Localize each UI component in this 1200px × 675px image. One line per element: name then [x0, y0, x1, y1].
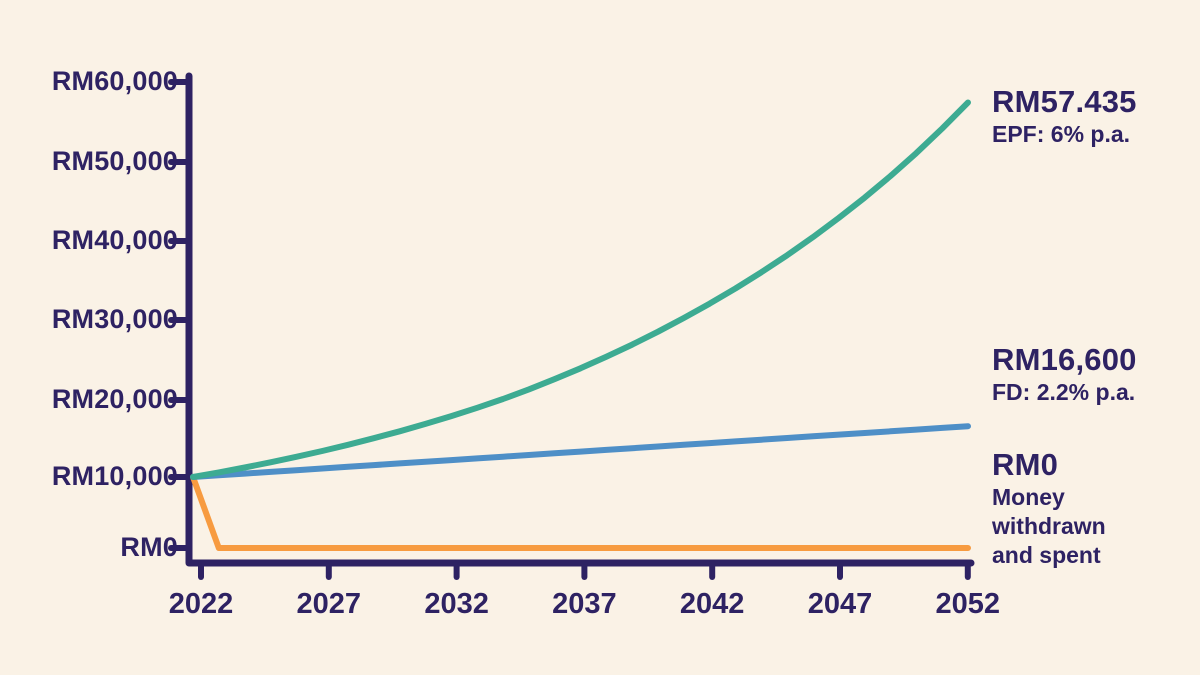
- y-tick-label: RM30,000: [51, 303, 178, 334]
- series-end-value: RM57.435: [992, 84, 1137, 119]
- series-end-value: RM0: [992, 447, 1059, 482]
- x-tick-label: 2032: [424, 588, 489, 620]
- x-tick-label: 2052: [935, 588, 1001, 620]
- series-annotation: RM0 Money withdrawn and spent: [992, 447, 1106, 570]
- x-tick-label: 2047: [807, 588, 873, 620]
- y-tick-label: RM0: [120, 531, 178, 562]
- y-tick-label: RM60,000: [51, 65, 178, 96]
- series-end-value: RM16,600: [992, 342, 1137, 377]
- fd-line: [190, 423, 971, 480]
- x-tick-label: 2022: [168, 588, 234, 620]
- x-tick-label: 2042: [679, 588, 745, 620]
- withdrawn-line: [190, 474, 971, 551]
- series-annotation: RM16,600 FD: 2.2% p.a.: [992, 342, 1137, 407]
- x-tick-label: 2027: [296, 588, 362, 620]
- epf-line: [190, 99, 971, 480]
- series-description: and spent: [992, 542, 1101, 568]
- x-tick-label: 2037: [552, 588, 617, 620]
- series-description: FD: 2.2% p.a.: [992, 379, 1136, 405]
- series-annotation: RM57.435 EPF: 6% p.a.: [992, 84, 1137, 149]
- y-tick-label: RM20,000: [51, 383, 178, 414]
- axes-line: [185, 72, 975, 567]
- y-tick-label: RM40,000: [51, 224, 178, 255]
- y-tick-label: RM50,000: [51, 145, 178, 176]
- series-description: withdrawn: [992, 513, 1106, 539]
- series-description: EPF: 6% p.a.: [992, 121, 1131, 147]
- y-tick-label: RM10,000: [51, 460, 178, 491]
- series-description: Money: [992, 484, 1065, 510]
